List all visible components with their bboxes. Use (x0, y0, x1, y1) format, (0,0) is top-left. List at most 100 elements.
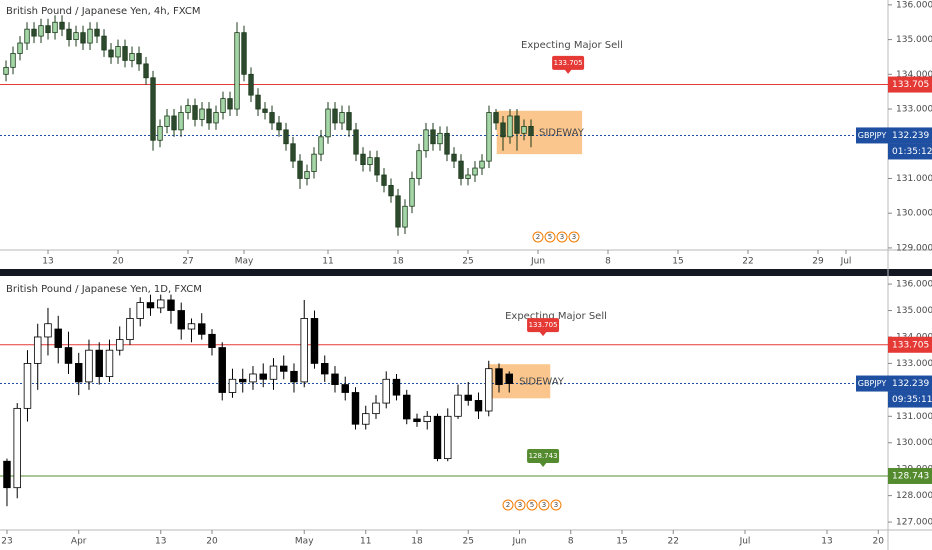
candle-body (297, 160, 303, 179)
price-label-box (888, 467, 932, 484)
x-tick-label: 27 (182, 257, 193, 267)
y-tick-label: 135.000 (896, 35, 932, 45)
candle-body (206, 108, 212, 124)
candle-body (227, 98, 233, 110)
y-tick-label: 129.000 (896, 243, 932, 253)
candle-body (500, 122, 506, 138)
candle-body (409, 178, 415, 207)
candle-body (351, 392, 360, 425)
countdown-box (888, 143, 932, 160)
candle-body (228, 378, 237, 393)
symbol-box (856, 375, 888, 392)
candle-body (403, 394, 411, 420)
tag-box (552, 55, 585, 70)
tag-box (527, 448, 560, 463)
candle-body (318, 136, 324, 155)
y-tick-label: 133.000 (896, 105, 932, 115)
event-label: 3 (554, 501, 558, 509)
y-tick-label: 131.000 (896, 412, 932, 422)
event-label: 3 (572, 233, 576, 241)
candle-body (178, 112, 184, 131)
price-label-box (888, 127, 932, 144)
y-tick-label: 133.000 (896, 359, 932, 369)
candle-body (136, 53, 142, 65)
candle-body (472, 167, 478, 176)
candle-body (372, 402, 380, 415)
candle-body (310, 318, 319, 364)
y-tick-label: 127.000 (896, 518, 932, 528)
candle-body (402, 205, 408, 228)
x-tick-label: Jun (511, 537, 526, 547)
candle-body (290, 143, 296, 162)
candle-body (474, 400, 483, 412)
x-tick-label: 15 (672, 257, 683, 267)
candle-body (17, 42, 23, 54)
candle-body (185, 105, 191, 113)
x-tick-label: 13 (155, 537, 166, 547)
candle-body (85, 349, 93, 383)
candle-body (262, 108, 268, 113)
candle-body (80, 32, 86, 44)
candle-body (495, 368, 503, 385)
x-tick-label: 13 (42, 257, 53, 267)
candle-body (269, 365, 278, 380)
candle-body (413, 418, 421, 422)
candle-body (218, 347, 226, 393)
candle-body (464, 394, 472, 401)
candle-body (339, 112, 345, 124)
candle-body (44, 323, 52, 338)
event-icon (550, 499, 562, 511)
candle-body (234, 32, 240, 110)
chart-title: British Pound / Japanese Yen, 1D, FXCM (6, 284, 202, 295)
x-tick-label: 20 (873, 537, 885, 547)
candle-body (73, 32, 79, 40)
candle-body (64, 347, 73, 364)
candle-body (146, 302, 155, 309)
event-icon (532, 231, 544, 243)
pane-separator (0, 269, 932, 276)
event-icon (544, 231, 556, 243)
candle-body (213, 112, 219, 124)
candle-body (479, 160, 485, 169)
candle-body (23, 363, 32, 409)
tag-box (527, 318, 560, 333)
symbol-label: GBPJPY (858, 379, 887, 388)
tag-label: 133.705 (529, 321, 558, 329)
event-icon (526, 499, 538, 511)
event-label: 2 (506, 501, 510, 509)
tag-pointer (564, 68, 573, 74)
candle-body (105, 349, 114, 378)
event-label: 3 (518, 501, 522, 509)
candle-body (290, 370, 298, 383)
candle-body (367, 157, 373, 165)
zone-label: SIDEWAY (539, 127, 585, 138)
candle-body (304, 171, 310, 179)
x-tick-label: 15 (616, 537, 627, 547)
event-label: 3 (542, 501, 546, 509)
candle-body (360, 153, 366, 165)
x-tick-label: 20 (206, 537, 218, 547)
candle-body (3, 66, 9, 75)
candle-body (259, 373, 267, 380)
candle-body (493, 112, 499, 124)
candle-body (115, 46, 121, 58)
price-label: 128.743 (892, 471, 929, 481)
candle-body (177, 310, 185, 330)
annotation: Expecting Major Sell (505, 311, 607, 322)
candle-body (454, 394, 462, 417)
event-icon (568, 231, 580, 243)
event-label: 2 (536, 233, 540, 241)
y-tick-label: 135.000 (896, 306, 932, 316)
candle-body (192, 105, 198, 120)
candle-body (167, 299, 175, 311)
candle-body (3, 460, 11, 489)
candle-body (171, 115, 177, 131)
x-tick-label: 29 (812, 257, 824, 267)
candle-body (382, 378, 390, 404)
x-tick-label: 11 (322, 257, 333, 267)
event-label: 3 (560, 233, 564, 241)
candle-body (248, 73, 254, 96)
candle-body (87, 28, 93, 44)
event-label: 5 (530, 501, 534, 509)
